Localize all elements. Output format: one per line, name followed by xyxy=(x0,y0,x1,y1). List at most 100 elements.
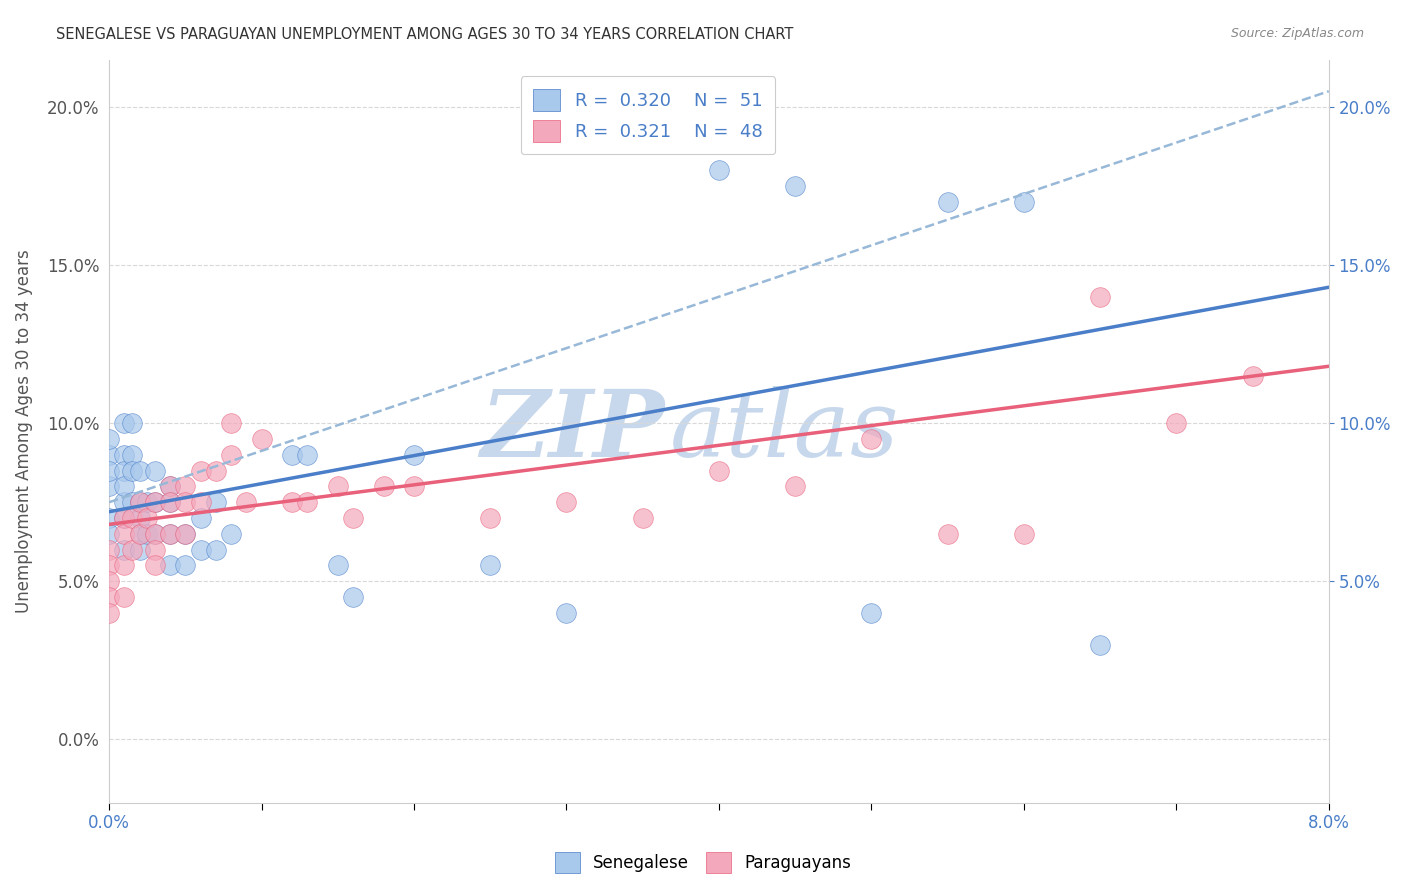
Y-axis label: Unemployment Among Ages 30 to 34 years: Unemployment Among Ages 30 to 34 years xyxy=(15,249,32,613)
Point xyxy=(1166,416,1188,430)
Point xyxy=(373,479,395,493)
Point xyxy=(143,464,166,478)
Point xyxy=(128,495,150,509)
Point xyxy=(112,511,135,525)
Point xyxy=(174,558,197,573)
Point xyxy=(219,448,242,462)
Point xyxy=(143,526,166,541)
Point xyxy=(479,511,502,525)
Point xyxy=(98,479,121,493)
Point xyxy=(174,495,197,509)
Point xyxy=(174,479,197,493)
Point xyxy=(1241,368,1264,383)
Point xyxy=(860,606,883,620)
Point xyxy=(342,511,364,525)
Point xyxy=(402,448,425,462)
Point xyxy=(860,432,883,446)
Point xyxy=(281,448,304,462)
Point xyxy=(121,448,143,462)
Point xyxy=(159,479,181,493)
Point xyxy=(297,495,319,509)
Point xyxy=(128,542,150,557)
Point xyxy=(121,495,143,509)
Point xyxy=(159,558,181,573)
Point xyxy=(136,511,159,525)
Point xyxy=(936,194,959,209)
Point xyxy=(190,495,212,509)
Point xyxy=(112,542,135,557)
Point xyxy=(98,542,121,557)
Legend: R =  0.320    N =  51, R =  0.321    N =  48: R = 0.320 N = 51, R = 0.321 N = 48 xyxy=(520,76,775,154)
Point xyxy=(98,558,121,573)
Point xyxy=(555,495,578,509)
Point xyxy=(112,558,135,573)
Point xyxy=(205,495,228,509)
Point xyxy=(128,526,150,541)
Point xyxy=(326,479,349,493)
Point xyxy=(121,511,143,525)
Point xyxy=(98,511,121,525)
Point xyxy=(112,526,135,541)
Point xyxy=(297,448,319,462)
Point xyxy=(112,416,135,430)
Text: atlas: atlas xyxy=(671,386,900,476)
Point xyxy=(190,542,212,557)
Point xyxy=(159,526,181,541)
Point xyxy=(205,464,228,478)
Text: ZIP: ZIP xyxy=(479,386,664,476)
Point xyxy=(190,464,212,478)
Point xyxy=(631,511,654,525)
Point xyxy=(1088,638,1111,652)
Point xyxy=(281,495,304,509)
Point xyxy=(128,464,150,478)
Point xyxy=(159,495,181,509)
Point xyxy=(136,495,159,509)
Text: SENEGALESE VS PARAGUAYAN UNEMPLOYMENT AMONG AGES 30 TO 34 YEARS CORRELATION CHAR: SENEGALESE VS PARAGUAYAN UNEMPLOYMENT AM… xyxy=(56,27,793,42)
Point xyxy=(143,495,166,509)
Point xyxy=(98,464,121,478)
Point xyxy=(143,526,166,541)
Point xyxy=(128,495,150,509)
Point xyxy=(707,464,730,478)
Point xyxy=(707,163,730,178)
Point xyxy=(136,526,159,541)
Point xyxy=(112,479,135,493)
Point xyxy=(555,606,578,620)
Point xyxy=(1012,526,1035,541)
Point xyxy=(250,432,273,446)
Point xyxy=(219,416,242,430)
Point xyxy=(785,479,807,493)
Point xyxy=(342,590,364,604)
Point xyxy=(326,558,349,573)
Text: Source: ZipAtlas.com: Source: ZipAtlas.com xyxy=(1230,27,1364,40)
Point xyxy=(235,495,257,509)
Legend: Senegalese, Paraguayans: Senegalese, Paraguayans xyxy=(548,846,858,880)
Point xyxy=(174,526,197,541)
Point xyxy=(98,448,121,462)
Point xyxy=(112,590,135,604)
Point xyxy=(128,511,150,525)
Point xyxy=(112,448,135,462)
Point xyxy=(159,495,181,509)
Point xyxy=(143,558,166,573)
Point xyxy=(98,590,121,604)
Point xyxy=(98,606,121,620)
Point xyxy=(219,526,242,541)
Point xyxy=(1012,194,1035,209)
Point xyxy=(121,464,143,478)
Point xyxy=(143,495,166,509)
Point xyxy=(190,511,212,525)
Point xyxy=(112,464,135,478)
Point xyxy=(159,479,181,493)
Point xyxy=(936,526,959,541)
Point xyxy=(205,542,228,557)
Point xyxy=(402,479,425,493)
Point xyxy=(1088,290,1111,304)
Point xyxy=(112,511,135,525)
Point xyxy=(121,416,143,430)
Point xyxy=(159,526,181,541)
Point xyxy=(143,542,166,557)
Point xyxy=(785,179,807,194)
Point xyxy=(128,526,150,541)
Point xyxy=(98,526,121,541)
